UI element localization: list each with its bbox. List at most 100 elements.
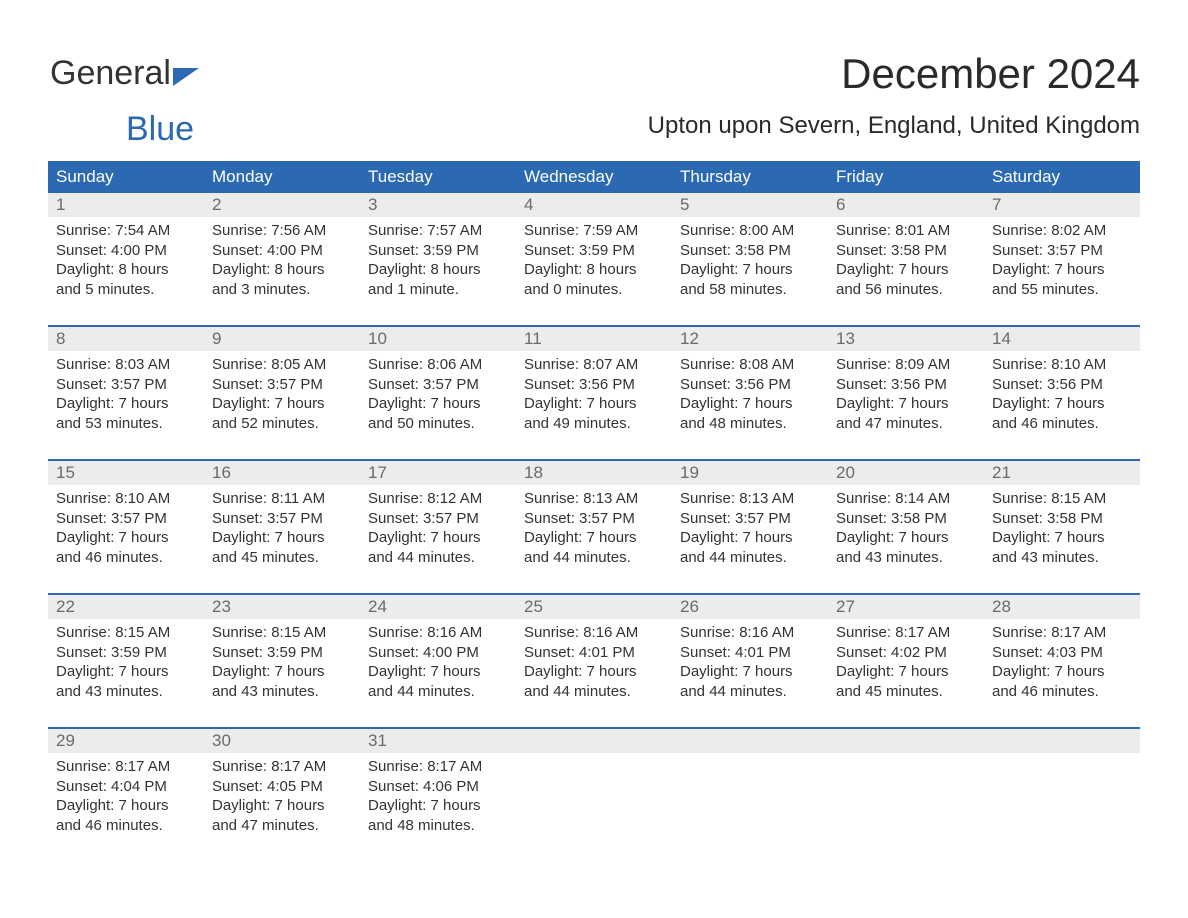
week-daynum-row: 1234567 [48, 193, 1140, 217]
daylight-text: Daylight: 7 hours and 44 minutes. [524, 528, 664, 567]
sunrise-text: Sunrise: 8:15 AM [56, 623, 196, 643]
daylight-text: Daylight: 7 hours and 50 minutes. [368, 394, 508, 433]
daylight-text: Daylight: 7 hours and 44 minutes. [524, 662, 664, 701]
sunrise-text: Sunrise: 7:54 AM [56, 221, 196, 241]
daylight-text: Daylight: 7 hours and 46 minutes. [56, 528, 196, 567]
title-block: December 2024 Upton upon Severn, England… [648, 20, 1140, 140]
weekday-header: Monday [204, 161, 360, 193]
sunrise-text: Sunrise: 8:13 AM [524, 489, 664, 509]
calendar: Sunday Monday Tuesday Wednesday Thursday… [48, 161, 1140, 861]
sunset-text: Sunset: 3:58 PM [992, 509, 1132, 529]
sunrise-text: Sunrise: 8:16 AM [680, 623, 820, 643]
sunrise-text: Sunrise: 8:16 AM [524, 623, 664, 643]
day-number: 26 [672, 595, 828, 619]
day-number: 27 [828, 595, 984, 619]
week-daynum-row: 891011121314 [48, 325, 1140, 351]
sunset-text: Sunset: 3:57 PM [680, 509, 820, 529]
day-cell: Sunrise: 7:59 AMSunset: 3:59 PMDaylight:… [516, 217, 672, 299]
day-number: 5 [672, 193, 828, 217]
day-cell: Sunrise: 8:14 AMSunset: 3:58 PMDaylight:… [828, 485, 984, 567]
sunset-text: Sunset: 3:59 PM [524, 241, 664, 261]
day-cell: Sunrise: 8:11 AMSunset: 3:57 PMDaylight:… [204, 485, 360, 567]
sunrise-text: Sunrise: 8:05 AM [212, 355, 352, 375]
sunrise-text: Sunrise: 7:56 AM [212, 221, 352, 241]
week-body-row: Sunrise: 8:10 AMSunset: 3:57 PMDaylight:… [48, 485, 1140, 593]
brand-logo: General [48, 20, 199, 93]
sunrise-text: Sunrise: 8:00 AM [680, 221, 820, 241]
day-number: 8 [48, 327, 204, 351]
day-cell: Sunrise: 7:54 AMSunset: 4:00 PMDaylight:… [48, 217, 204, 299]
day-cell: Sunrise: 8:17 AMSunset: 4:04 PMDaylight:… [48, 753, 204, 835]
day-cell: Sunrise: 8:12 AMSunset: 3:57 PMDaylight:… [360, 485, 516, 567]
sunset-text: Sunset: 3:56 PM [836, 375, 976, 395]
sunset-text: Sunset: 3:58 PM [680, 241, 820, 261]
day-number: 29 [48, 729, 204, 753]
sunrise-text: Sunrise: 8:06 AM [368, 355, 508, 375]
brand-word-1: General [50, 54, 171, 93]
sunset-text: Sunset: 3:57 PM [368, 375, 508, 395]
day-cell: Sunrise: 8:03 AMSunset: 3:57 PMDaylight:… [48, 351, 204, 433]
sunset-text: Sunset: 3:56 PM [680, 375, 820, 395]
day-number: 10 [360, 327, 516, 351]
sunset-text: Sunset: 3:57 PM [368, 509, 508, 529]
page-title: December 2024 [648, 50, 1140, 98]
week-body-row: Sunrise: 7:54 AMSunset: 4:00 PMDaylight:… [48, 217, 1140, 325]
sunrise-text: Sunrise: 8:10 AM [56, 489, 196, 509]
sunrise-text: Sunrise: 8:01 AM [836, 221, 976, 241]
day-number: 9 [204, 327, 360, 351]
day-cell: Sunrise: 8:13 AMSunset: 3:57 PMDaylight:… [516, 485, 672, 567]
day-number: 21 [984, 461, 1140, 485]
daylight-text: Daylight: 7 hours and 47 minutes. [212, 796, 352, 835]
day-cell: Sunrise: 8:07 AMSunset: 3:56 PMDaylight:… [516, 351, 672, 433]
sunrise-text: Sunrise: 8:02 AM [992, 221, 1132, 241]
sunrise-text: Sunrise: 8:16 AM [368, 623, 508, 643]
sunrise-text: Sunrise: 8:09 AM [836, 355, 976, 375]
daylight-text: Daylight: 8 hours and 1 minute. [368, 260, 508, 299]
week-daynum-row: 293031 [48, 727, 1140, 753]
daylight-text: Daylight: 7 hours and 46 minutes. [56, 796, 196, 835]
sunset-text: Sunset: 4:02 PM [836, 643, 976, 663]
day-number: 2 [204, 193, 360, 217]
sunset-text: Sunset: 3:57 PM [56, 509, 196, 529]
day-cell: Sunrise: 8:10 AMSunset: 3:57 PMDaylight:… [48, 485, 204, 567]
sunrise-text: Sunrise: 8:15 AM [212, 623, 352, 643]
sunrise-text: Sunrise: 8:08 AM [680, 355, 820, 375]
day-number: 14 [984, 327, 1140, 351]
week-body-row: Sunrise: 8:17 AMSunset: 4:04 PMDaylight:… [48, 753, 1140, 861]
sunrise-text: Sunrise: 7:57 AM [368, 221, 508, 241]
day-number: 20 [828, 461, 984, 485]
daylight-text: Daylight: 7 hours and 49 minutes. [524, 394, 664, 433]
daylight-text: Daylight: 7 hours and 45 minutes. [836, 662, 976, 701]
day-number [984, 729, 1140, 753]
sunset-text: Sunset: 3:57 PM [56, 375, 196, 395]
day-cell: Sunrise: 8:16 AMSunset: 4:00 PMDaylight:… [360, 619, 516, 701]
day-cell: Sunrise: 8:05 AMSunset: 3:57 PMDaylight:… [204, 351, 360, 433]
weekday-header: Wednesday [516, 161, 672, 193]
day-number: 25 [516, 595, 672, 619]
day-number: 13 [828, 327, 984, 351]
day-number: 30 [204, 729, 360, 753]
sunrise-text: Sunrise: 8:14 AM [836, 489, 976, 509]
sunset-text: Sunset: 3:59 PM [368, 241, 508, 261]
day-cell: Sunrise: 8:17 AMSunset: 4:06 PMDaylight:… [360, 753, 516, 835]
daylight-text: Daylight: 7 hours and 44 minutes. [680, 528, 820, 567]
sunrise-text: Sunrise: 8:17 AM [56, 757, 196, 777]
sunset-text: Sunset: 4:01 PM [680, 643, 820, 663]
day-cell: Sunrise: 8:00 AMSunset: 3:58 PMDaylight:… [672, 217, 828, 299]
sunrise-text: Sunrise: 7:59 AM [524, 221, 664, 241]
sunrise-text: Sunrise: 8:15 AM [992, 489, 1132, 509]
sunset-text: Sunset: 3:56 PM [524, 375, 664, 395]
sunrise-text: Sunrise: 8:03 AM [56, 355, 196, 375]
day-number: 18 [516, 461, 672, 485]
day-cell [828, 753, 984, 835]
weekday-header: Sunday [48, 161, 204, 193]
daylight-text: Daylight: 7 hours and 46 minutes. [992, 394, 1132, 433]
sunset-text: Sunset: 4:06 PM [368, 777, 508, 797]
daylight-text: Daylight: 7 hours and 48 minutes. [680, 394, 820, 433]
sunset-text: Sunset: 4:03 PM [992, 643, 1132, 663]
week-daynum-row: 15161718192021 [48, 459, 1140, 485]
sunset-text: Sunset: 3:58 PM [836, 241, 976, 261]
sunrise-text: Sunrise: 8:17 AM [368, 757, 508, 777]
day-cell: Sunrise: 8:02 AMSunset: 3:57 PMDaylight:… [984, 217, 1140, 299]
weekday-header: Saturday [984, 161, 1140, 193]
